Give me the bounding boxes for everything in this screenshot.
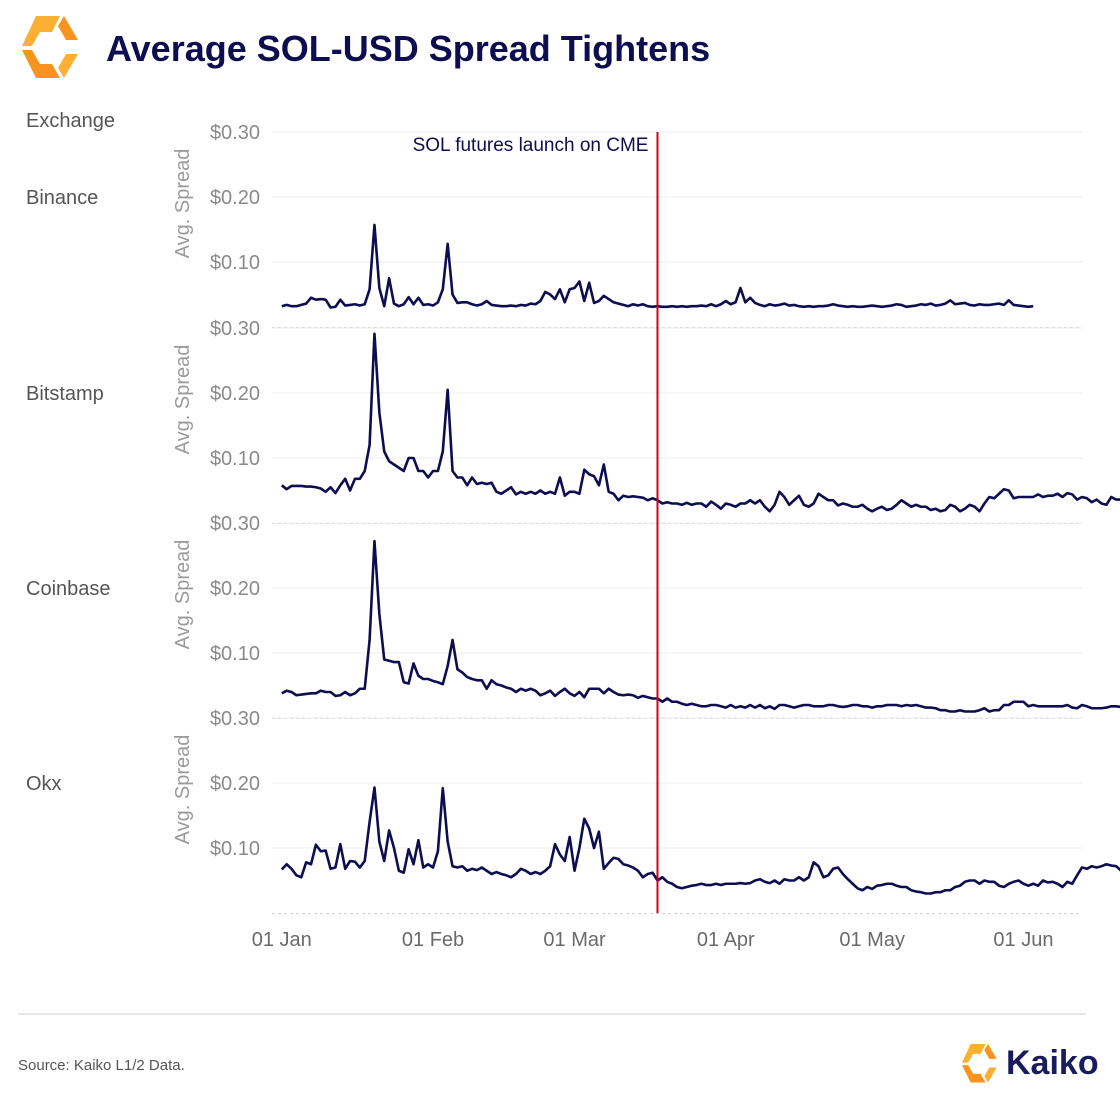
facet-label-binance: Binance <box>26 187 98 209</box>
y-tick-label: $0.20 <box>210 187 260 209</box>
y-tick-label: $0.10 <box>210 838 260 860</box>
facet-label-bitstamp: Bitstamp <box>26 383 104 405</box>
y-axis-label: Avg. Spread <box>172 735 194 845</box>
kaiko-brand-icon <box>962 1044 997 1083</box>
facet-header: Exchange <box>26 110 115 132</box>
y-tick-label: $0.20 <box>210 773 260 795</box>
brand-name: Kaiko <box>1006 1044 1099 1082</box>
y-tick-label: $0.10 <box>210 643 260 665</box>
x-tick-label: 01 May <box>839 929 905 951</box>
chart-panels: $0.10 $0.20 $0.30 Avg. Spread Binance $0.10 $0… <box>26 122 1120 951</box>
y-tick-label: $0.20 <box>210 383 260 405</box>
y-tick-label: $0.20 <box>210 578 260 600</box>
y-tick-label: $0.10 <box>210 448 260 470</box>
x-tick-label: 01 Jan <box>252 929 312 951</box>
chart-title: Average SOL-USD Spread Tightens <box>106 28 710 69</box>
facet-label-okx: Okx <box>26 773 62 795</box>
y-tick-label: $0.30 <box>210 318 260 340</box>
y-tick-label: $0.30 <box>210 122 260 144</box>
x-tick-label: 01 Apr <box>697 929 755 951</box>
source-note: Source: Kaiko L1/2 Data. <box>18 1057 185 1074</box>
x-tick-label: 01 Feb <box>402 929 464 951</box>
y-axis-label: Avg. Spread <box>172 149 194 259</box>
y-tick-label: $0.30 <box>210 708 260 730</box>
x-tick-label: 01 Jun <box>993 929 1053 951</box>
series-line-coinbase <box>281 539 1120 713</box>
y-axis-label: Avg. Spread <box>172 345 194 455</box>
kaiko-logo-icon <box>22 16 78 78</box>
y-tick-label: $0.30 <box>210 513 260 535</box>
annotation-label: SOL futures launch on CME <box>413 135 649 156</box>
y-tick-label: $0.10 <box>210 252 260 274</box>
x-tick-label: 01 Mar <box>543 929 606 951</box>
facet-label-coinbase: Coinbase <box>26 578 111 600</box>
y-axis-label: Avg. Spread <box>172 540 194 650</box>
series-line-okx <box>280 786 1120 895</box>
series-line-bitstamp <box>280 332 1120 513</box>
